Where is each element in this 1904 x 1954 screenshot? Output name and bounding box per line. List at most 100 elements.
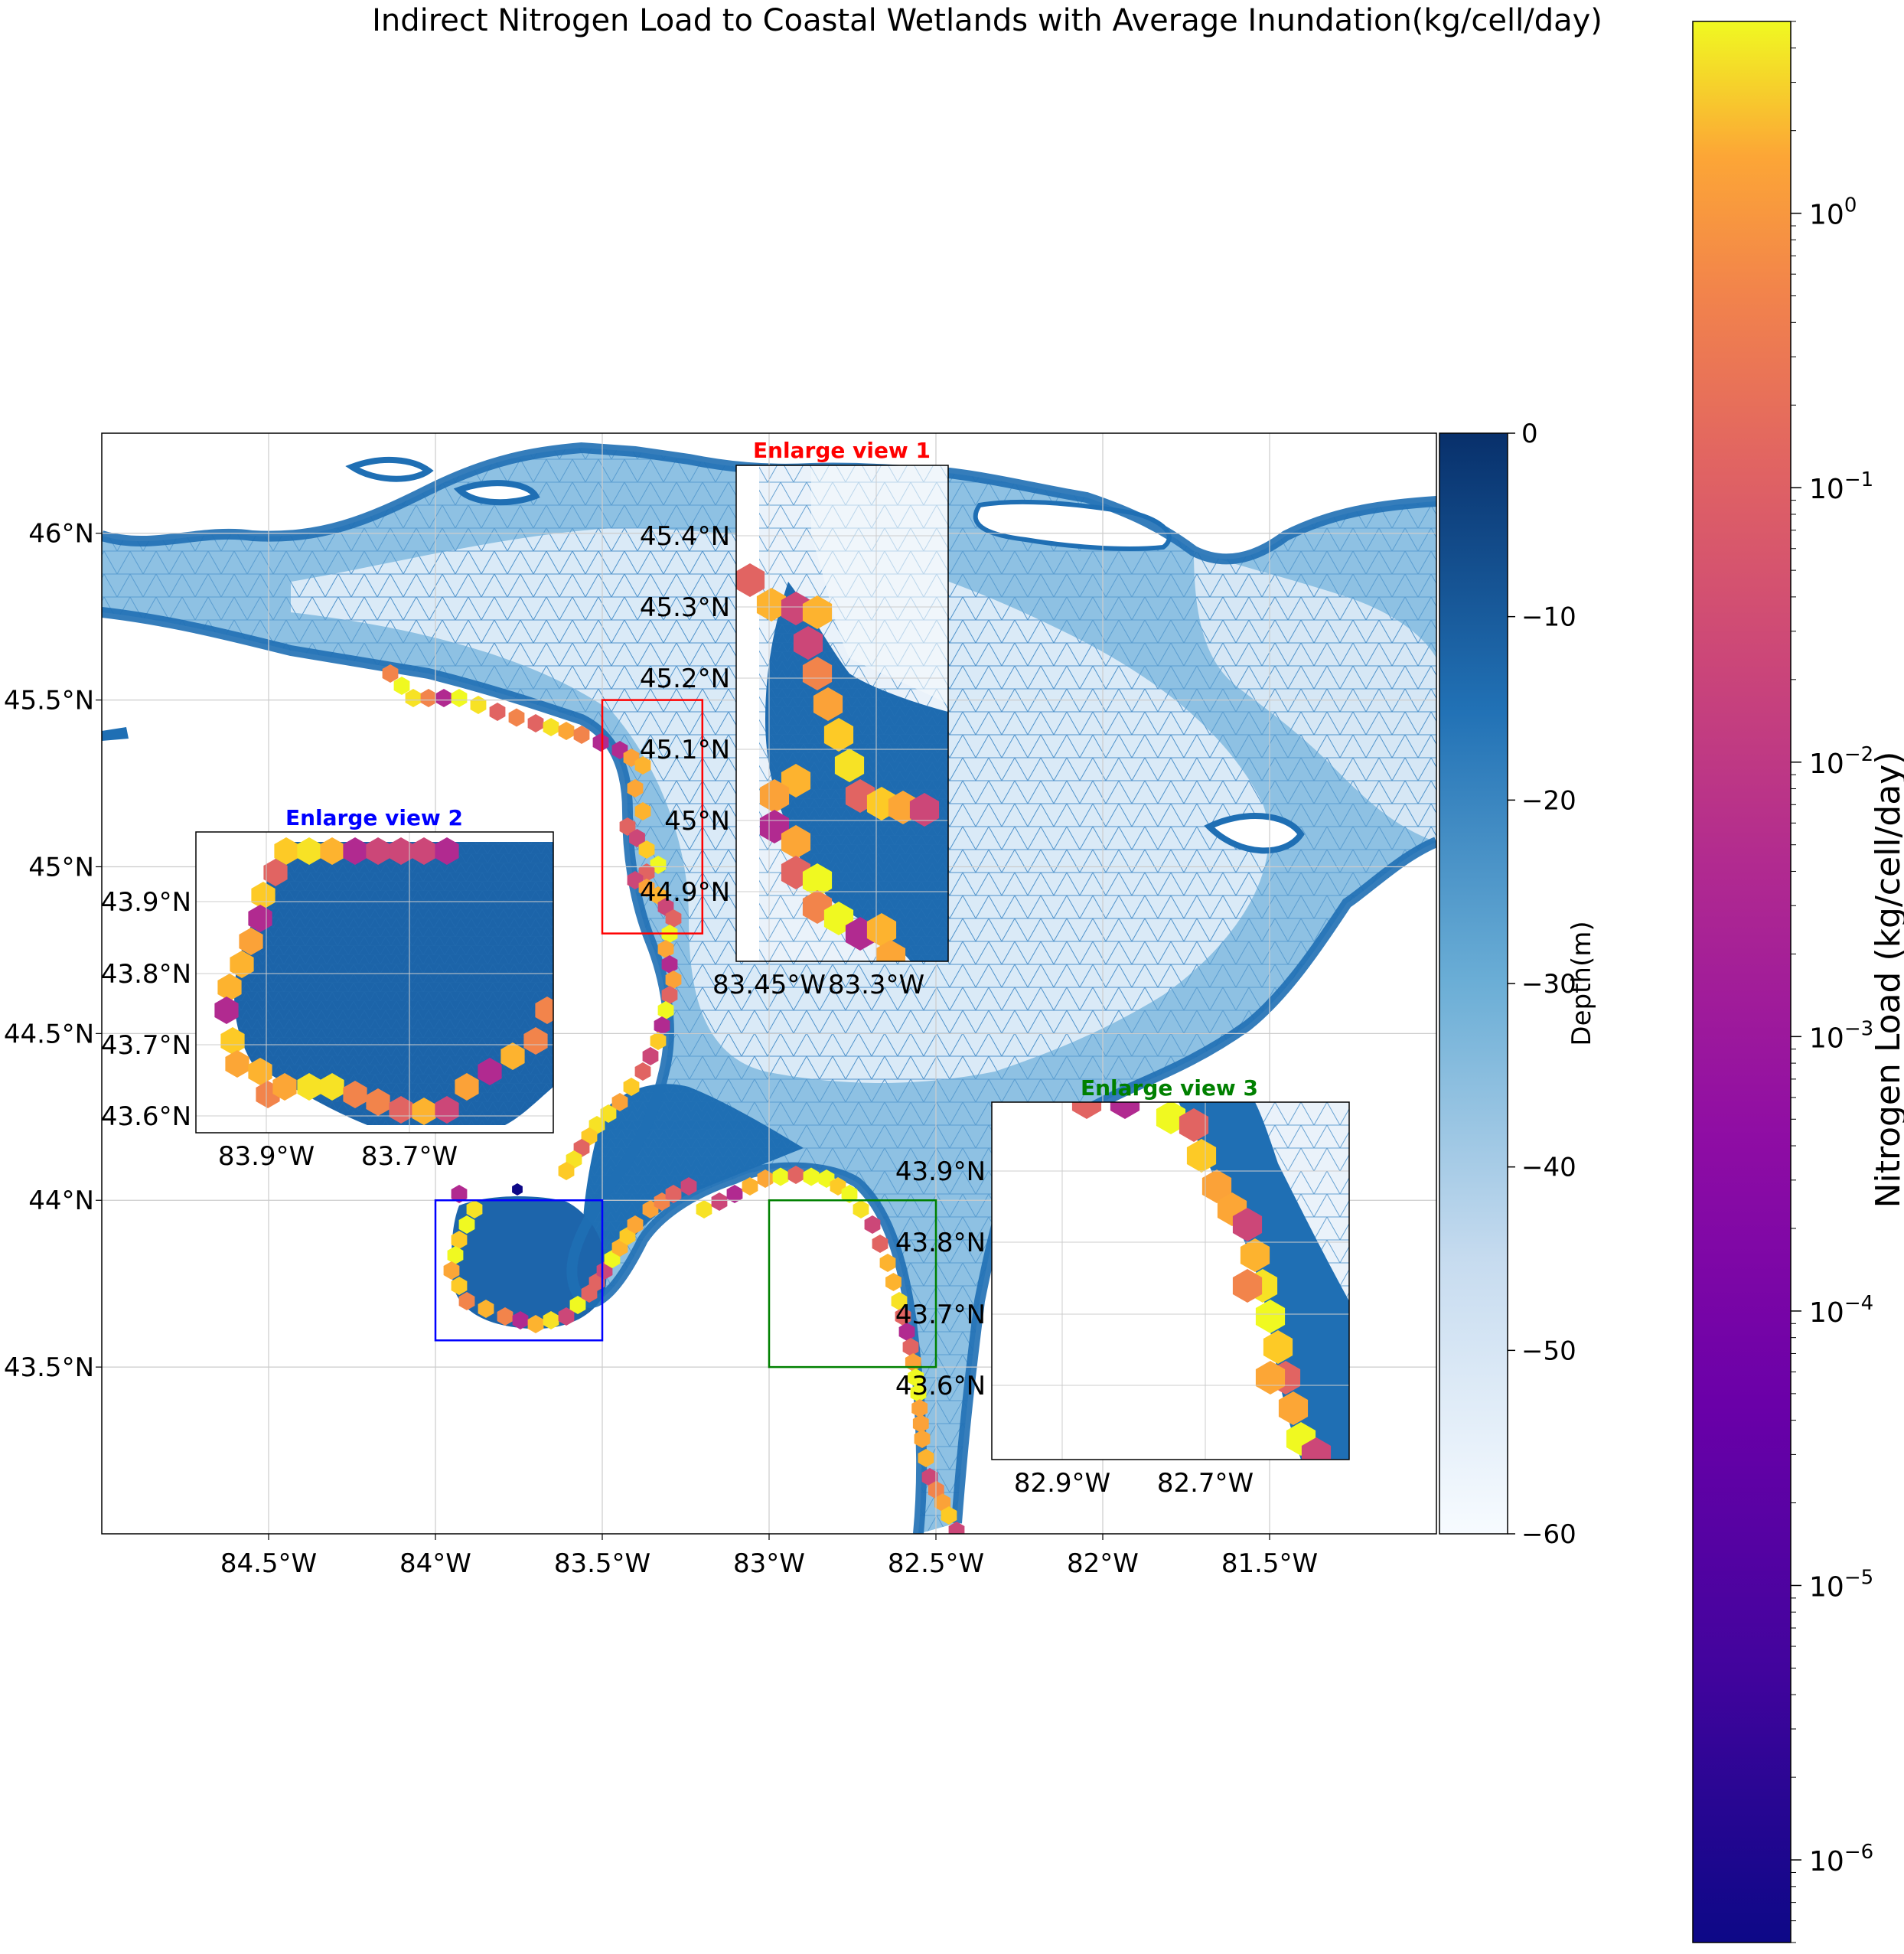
inset-enlarge-view-2: Enlarge view 2 43.9°N 43.8°N 43.7°N 43.6°N 8…	[101, 805, 554, 1172]
wetland-cell	[941, 1506, 957, 1525]
wetland-cell	[853, 1200, 869, 1218]
inset1-lat-tick-label: 45.1°N	[640, 735, 730, 765]
inset2-wetland-cell	[435, 837, 459, 865]
inset3-lon-tick-label: 82.9°W	[1014, 1468, 1110, 1499]
inset3-wetland-cell	[1071, 1102, 1102, 1119]
wetland-cell	[654, 1016, 670, 1035]
west-small-island	[102, 727, 129, 741]
wetland-cell	[451, 1231, 468, 1249]
inset3-lon-tick-label: 82.7°W	[1157, 1468, 1254, 1499]
inset2-wetland-cell	[220, 1027, 245, 1055]
wetland-cell	[405, 689, 422, 707]
wetland-cell	[841, 1185, 858, 1203]
inset1-wetland-cell	[756, 588, 787, 621]
inset3-wetland-cell	[1186, 1139, 1217, 1173]
wetland-cell	[895, 1307, 911, 1326]
depth-tick-label: −10	[1521, 602, 1576, 633]
inset1-wetland-cell	[759, 779, 790, 813]
inset1-wetland-cell	[866, 913, 897, 947]
nitrogen-tick-label: 10−6	[1809, 1841, 1873, 1877]
wetland-cell	[650, 1032, 667, 1050]
lon-tick-label: 84°W	[399, 1548, 471, 1579]
wetland-cell	[512, 1183, 523, 1196]
inset1-lon-tick-label: 83.45°W	[712, 970, 826, 1000]
inset3-title: Enlarge view 3	[1081, 1075, 1258, 1101]
wetland-cell	[382, 664, 399, 683]
inset3-wetland-cell	[1232, 1269, 1263, 1303]
depth-colorbar-gradient	[1439, 432, 1508, 1535]
lon-tick-label: 84.5°W	[220, 1548, 317, 1579]
inset3-lat-tick-label: 43.7°N	[895, 1300, 986, 1330]
lat-tick-label: 45°N	[28, 852, 94, 882]
depth-tick-label: 0	[1521, 419, 1538, 449]
wetland-cell	[478, 1300, 494, 1318]
inset3-wetland-cell	[1263, 1330, 1293, 1364]
inset1-lat-tick-label: 45.2°N	[640, 664, 730, 694]
wetland-cell	[910, 1384, 927, 1402]
inset3-wetland-cells	[1071, 1102, 1332, 1460]
inset1-deep-region	[811, 465, 948, 704]
wetland-cell	[918, 1449, 934, 1467]
wetland-cell	[447, 1246, 464, 1264]
wetland-cell	[619, 817, 636, 836]
wetland-cell	[634, 756, 651, 775]
wetland-cell	[527, 1315, 544, 1333]
depth-colorbar: 0 −10 −20 −30 −40 −50 −60 Depth(m)	[1439, 419, 1597, 1550]
inset3-wetland-cell	[1255, 1300, 1286, 1333]
inset1-title: Enlarge view 1	[753, 438, 931, 463]
wetland-cell	[458, 1292, 475, 1310]
enlarge-view-box-1	[601, 699, 704, 935]
lat-tick-label: 44.5°N	[4, 1019, 94, 1049]
wetland-cell	[508, 708, 525, 727]
inset2-title: Enlarge view 2	[285, 805, 463, 830]
inset2-wetland-cell	[230, 951, 254, 978]
wetland-cell	[898, 1323, 915, 1341]
lon-tick-label: 83.5°W	[554, 1548, 650, 1579]
inset1-wetland-cell	[875, 940, 906, 961]
inset2-frame	[195, 831, 554, 1134]
wetland-cell	[435, 689, 452, 707]
wetland-cell	[879, 1254, 896, 1272]
lat-tick-label: 46°N	[28, 519, 94, 550]
inset1-wetland-cell	[802, 863, 833, 897]
wetland-cell	[497, 1307, 513, 1326]
inset2-wetland-cell	[320, 1073, 344, 1101]
inset2-wetland-cell	[500, 1042, 525, 1070]
wetland-cell	[451, 1185, 468, 1203]
wetland-cell	[934, 1493, 951, 1512]
wetland-cell	[623, 1078, 640, 1096]
wetland-cell	[638, 840, 655, 859]
nitrogen-tick-label: 100	[1809, 194, 1857, 231]
inset3-wetland-cell	[1232, 1208, 1263, 1241]
depth-tick-label: −50	[1521, 1336, 1576, 1366]
nitrogen-tick-label: 10−1	[1809, 468, 1873, 505]
inset3-wetland-cell	[1110, 1102, 1140, 1119]
inset2-lat-tick-label: 43.9°N	[101, 887, 191, 918]
wetland-cell	[558, 1162, 575, 1180]
wetland-cell	[657, 1001, 674, 1019]
wetland-cell	[885, 1273, 901, 1291]
inset3-wetland-cell	[1201, 1169, 1232, 1203]
inset3-lat-tick-label: 43.6°N	[895, 1371, 986, 1401]
lon-tick-label: 82.5°W	[888, 1548, 984, 1579]
wetland-cell	[634, 802, 651, 820]
inset2-wetland-cell	[297, 837, 321, 865]
inset1-wetland-cells	[736, 563, 940, 961]
depth-tick-label: −40	[1521, 1153, 1576, 1183]
wetland-cell	[451, 1277, 468, 1295]
wetland-cell	[661, 986, 678, 1004]
inset3-tick-labels: 43.9°N 43.8°N 43.7°N 43.6°N 82.9°W 82.7°W	[895, 1156, 1254, 1499]
inset1-wetland-cell	[781, 825, 811, 859]
inset2-wetland-cell	[412, 837, 436, 865]
wetland-cell	[458, 1215, 475, 1234]
inset3-frame	[991, 1101, 1350, 1460]
wetland-cell	[420, 689, 437, 707]
inset1-lon-tick-label: 83.3°W	[828, 970, 924, 1000]
inset2-wetland-cell	[523, 1027, 548, 1055]
inset2-wetland-cell	[343, 1081, 367, 1108]
wetland-cell	[803, 1167, 820, 1186]
lon-tick-label: 81.5°W	[1221, 1548, 1318, 1579]
inset2-wetland-cell	[478, 1058, 502, 1085]
inset1-wetland-cell	[813, 687, 843, 721]
